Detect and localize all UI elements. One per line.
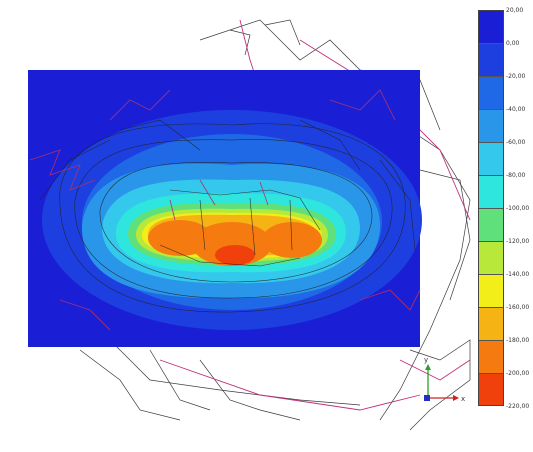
legend-swatch	[478, 307, 504, 340]
legend-swatch	[478, 142, 504, 175]
axis-triad: x y	[424, 356, 465, 403]
legend-label: -40,00	[506, 106, 526, 113]
legend-swatch	[478, 274, 504, 307]
legend-label: -100,00	[506, 205, 530, 212]
legend-label: -80,00	[506, 172, 526, 179]
legend-swatch	[478, 340, 504, 373]
legend-swatch	[478, 175, 504, 208]
legend-label: -60,00	[506, 139, 526, 146]
legend-swatch	[478, 373, 504, 406]
legend-label: -20,00	[506, 73, 526, 80]
contour-field	[28, 70, 422, 347]
legend-label: -140,00	[506, 271, 530, 278]
legend-swatch	[478, 208, 504, 241]
axis-label-x: x	[461, 395, 465, 403]
legend-swatch	[478, 241, 504, 274]
legend-swatch	[478, 109, 504, 142]
color-legend: 20,00 0,00 -20,00 -40,00 -60,00 -80,00 -100,00…	[476, 6, 533, 446]
legend-label: -120,00	[506, 238, 530, 245]
legend-label: 0,00	[506, 40, 520, 47]
legend-label: -180,00	[506, 337, 530, 344]
legend-swatch	[478, 76, 504, 109]
legend-label: -200,00	[506, 370, 530, 377]
legend-swatch	[478, 43, 504, 76]
axis-label-y: y	[424, 356, 428, 364]
legend-label: -160,00	[506, 304, 530, 311]
legend-label: 20,00	[506, 7, 524, 14]
legend-label: -220,00	[506, 403, 530, 410]
legend-swatch	[478, 10, 504, 43]
overlay-magenta-hatch	[29, 89, 421, 331]
overlay-network	[39, 119, 416, 313]
